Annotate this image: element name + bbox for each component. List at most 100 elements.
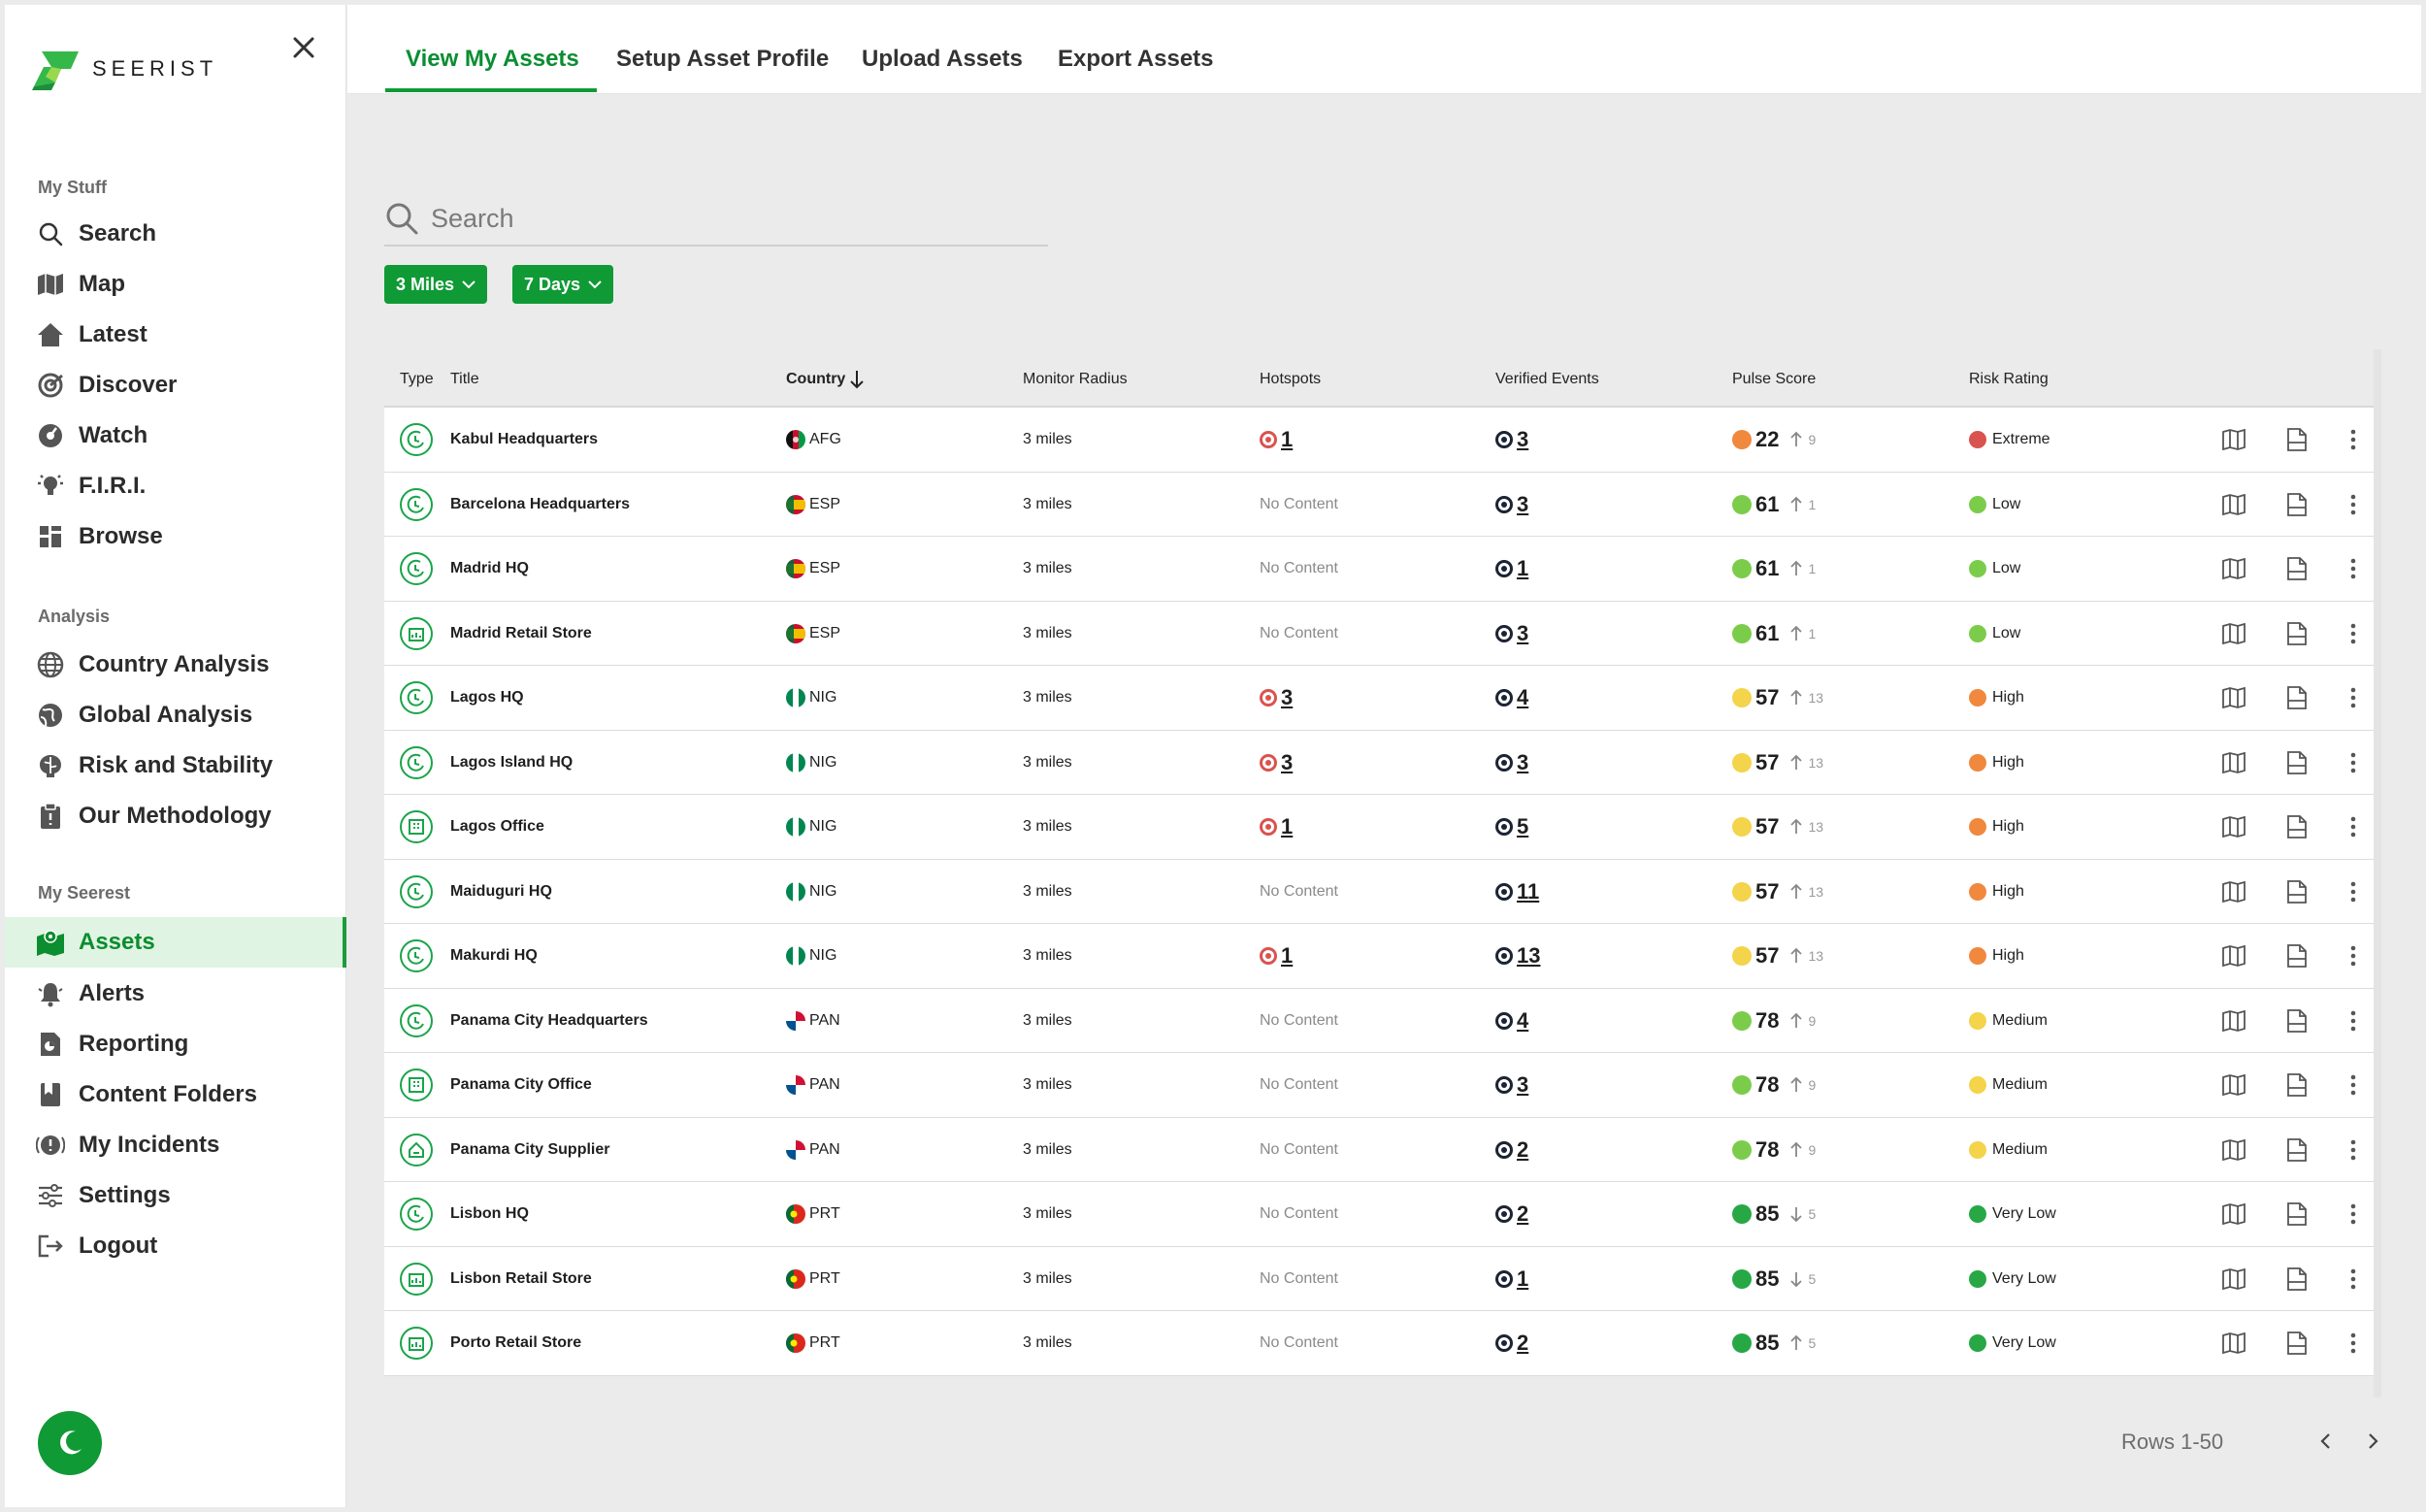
asset-title[interactable]: Panama City Office bbox=[450, 1076, 592, 1093]
table-row[interactable]: Porto Retail Store PRT 3 miles No Conten… bbox=[384, 1311, 2374, 1376]
asset-report-button[interactable] bbox=[2278, 666, 2316, 730]
table-row[interactable]: Barcelona Headquarters ESP 3 miles No Co… bbox=[384, 472, 2374, 537]
row-more-options-button[interactable] bbox=[2334, 602, 2373, 666]
asset-title[interactable]: Lisbon Retail Store bbox=[450, 1269, 592, 1287]
sidebar-item-content-folders[interactable]: Content Folders bbox=[5, 1069, 346, 1120]
hotspots-count-link[interactable]: 1 bbox=[1281, 814, 1294, 838]
view-on-map-button[interactable] bbox=[2214, 989, 2253, 1053]
asset-title[interactable]: Porto Retail Store bbox=[450, 1334, 582, 1351]
brand-logo[interactable]: SEERIST bbox=[32, 48, 217, 90]
column-header-risk-rating[interactable]: Risk Rating bbox=[1969, 371, 2049, 387]
view-on-map-button[interactable] bbox=[2214, 537, 2253, 601]
column-header-pulse-score[interactable]: Pulse Score bbox=[1732, 371, 1817, 387]
asset-title[interactable]: Makurdi HQ bbox=[450, 947, 538, 964]
asset-report-button[interactable] bbox=[2278, 731, 2316, 795]
asset-report-button[interactable] bbox=[2278, 1053, 2316, 1117]
column-header-type[interactable]: Type bbox=[400, 371, 434, 387]
column-header-hotspots[interactable]: Hotspots bbox=[1260, 371, 1322, 387]
sidebar-item-assets[interactable]: Assets bbox=[5, 917, 346, 968]
view-on-map-button[interactable] bbox=[2214, 1053, 2253, 1117]
verified-events-link[interactable]: 2 bbox=[1517, 1136, 1529, 1162]
search-input[interactable] bbox=[431, 203, 1033, 234]
hotspots-count-link[interactable]: 3 bbox=[1281, 749, 1294, 774]
table-row[interactable]: Panama City Supplier PAN 3 miles No Cont… bbox=[384, 1117, 2374, 1182]
view-on-map-button[interactable] bbox=[2214, 795, 2253, 859]
sidebar-item-map[interactable]: Map bbox=[5, 259, 346, 310]
row-more-options-button[interactable] bbox=[2334, 795, 2373, 859]
tab-export-assets[interactable]: Export Assets bbox=[1058, 46, 1214, 72]
verified-events-link[interactable]: 1 bbox=[1517, 1265, 1529, 1291]
table-row[interactable]: Kabul Headquarters AFG 3 miles 1 3 22 9 E… bbox=[384, 408, 2374, 473]
asset-report-button[interactable] bbox=[2278, 537, 2316, 601]
table-row[interactable]: Panama City Headquarters PAN 3 miles No … bbox=[384, 988, 2374, 1053]
asset-report-button[interactable] bbox=[2278, 924, 2316, 988]
sort-arrow-down-icon[interactable] bbox=[848, 369, 866, 390]
sidebar-item-our-methodology[interactable]: Our Methodology bbox=[5, 791, 346, 841]
table-row[interactable]: Lisbon Retail Store PRT 3 miles No Conte… bbox=[384, 1246, 2374, 1311]
view-on-map-button[interactable] bbox=[2214, 473, 2253, 537]
radius-filter-dropdown[interactable]: 3 Miles bbox=[384, 265, 488, 304]
row-more-options-button[interactable] bbox=[2334, 1118, 2373, 1182]
view-on-map-button[interactable] bbox=[2214, 1311, 2253, 1375]
column-header-verified-events[interactable]: Verified Events bbox=[1495, 371, 1599, 387]
row-more-options-button[interactable] bbox=[2334, 989, 2373, 1053]
row-more-options-button[interactable] bbox=[2334, 1182, 2373, 1246]
asset-report-button[interactable] bbox=[2278, 1311, 2316, 1375]
row-more-options-button[interactable] bbox=[2334, 537, 2373, 601]
asset-title[interactable]: Lagos HQ bbox=[450, 689, 524, 706]
view-on-map-button[interactable] bbox=[2214, 1247, 2253, 1311]
sidebar-item-browse[interactable]: Browse bbox=[5, 511, 346, 562]
table-scrollbar[interactable] bbox=[2374, 349, 2381, 1397]
row-more-options-button[interactable] bbox=[2334, 860, 2373, 924]
sidebar-item-settings[interactable]: Settings bbox=[5, 1170, 346, 1221]
verified-events-link[interactable]: 4 bbox=[1517, 685, 1529, 709]
view-on-map-button[interactable] bbox=[2214, 924, 2253, 988]
column-header-country[interactable]: Country bbox=[786, 371, 846, 387]
table-row[interactable]: Madrid Retail Store ESP 3 miles No Conte… bbox=[384, 601, 2374, 666]
sidebar-item-risk-and-stability[interactable]: Risk and Stability bbox=[5, 740, 346, 791]
row-more-options-button[interactable] bbox=[2334, 731, 2373, 795]
view-on-map-button[interactable] bbox=[2214, 666, 2253, 730]
verified-events-link[interactable]: 3 bbox=[1517, 491, 1529, 516]
row-more-options-button[interactable] bbox=[2334, 1247, 2373, 1311]
column-header-title[interactable]: Title bbox=[450, 371, 479, 387]
asset-title[interactable]: Barcelona Headquarters bbox=[450, 495, 630, 512]
asset-report-button[interactable] bbox=[2278, 795, 2316, 859]
verified-events-link[interactable]: 5 bbox=[1517, 814, 1529, 838]
asset-title[interactable]: Lagos Island HQ bbox=[450, 753, 574, 771]
row-more-options-button[interactable] bbox=[2334, 666, 2373, 730]
table-row[interactable]: Lisbon HQ PRT 3 miles No Content 2 85 5 V… bbox=[384, 1182, 2374, 1247]
verified-events-link[interactable]: 11 bbox=[1517, 878, 1540, 904]
sidebar-item-alerts[interactable]: Alerts bbox=[5, 969, 346, 1019]
verified-events-link[interactable]: 3 bbox=[1517, 749, 1529, 774]
table-row[interactable]: Madrid HQ ESP 3 miles No Content 1 61 1 L… bbox=[384, 537, 2374, 602]
table-row[interactable]: Lagos Island HQ NIG 3 miles 3 3 57 13 Hig… bbox=[384, 730, 2374, 795]
verified-events-link[interactable]: 13 bbox=[1517, 943, 1541, 968]
sidebar-item-my-incidents[interactable]: My Incidents bbox=[5, 1120, 346, 1170]
column-header-monitor-radius[interactable]: Monitor Radius bbox=[1023, 371, 1128, 387]
sidebar-item-country-analysis[interactable]: Country Analysis bbox=[5, 640, 346, 690]
row-more-options-button[interactable] bbox=[2334, 924, 2373, 988]
hotspots-count-link[interactable]: 1 bbox=[1281, 427, 1294, 451]
row-more-options-button[interactable] bbox=[2334, 1311, 2373, 1375]
table-row[interactable]: Maiduguri HQ NIG 3 miles No Content 11 5… bbox=[384, 859, 2374, 924]
asset-report-button[interactable] bbox=[2278, 989, 2316, 1053]
verified-events-link[interactable]: 2 bbox=[1517, 1331, 1529, 1355]
table-row[interactable]: Panama City Office PAN 3 miles No Conten… bbox=[384, 1053, 2374, 1118]
view-on-map-button[interactable] bbox=[2214, 860, 2253, 924]
verified-events-link[interactable]: 3 bbox=[1517, 620, 1529, 645]
sidebar-item-logout[interactable]: Logout bbox=[5, 1221, 346, 1271]
verified-events-link[interactable]: 3 bbox=[1517, 427, 1529, 451]
asset-report-button[interactable] bbox=[2278, 473, 2316, 537]
sidebar-item-firi[interactable]: F.I.R.I. bbox=[5, 461, 346, 511]
table-row[interactable]: Lagos HQ NIG 3 miles 3 4 57 13 High bbox=[384, 666, 2374, 731]
row-more-options-button[interactable] bbox=[2334, 408, 2373, 472]
verified-events-link[interactable]: 4 bbox=[1517, 1007, 1529, 1033]
prev-page-button[interactable] bbox=[2310, 1425, 2343, 1458]
view-on-map-button[interactable] bbox=[2214, 1182, 2253, 1246]
view-on-map-button[interactable] bbox=[2214, 1118, 2253, 1182]
asset-report-button[interactable] bbox=[2278, 602, 2316, 666]
hotspots-count-link[interactable]: 3 bbox=[1281, 685, 1294, 709]
sidebar-item-search[interactable]: Search bbox=[5, 209, 346, 259]
sidebar-item-global-analysis[interactable]: Global Analysis bbox=[5, 690, 346, 740]
